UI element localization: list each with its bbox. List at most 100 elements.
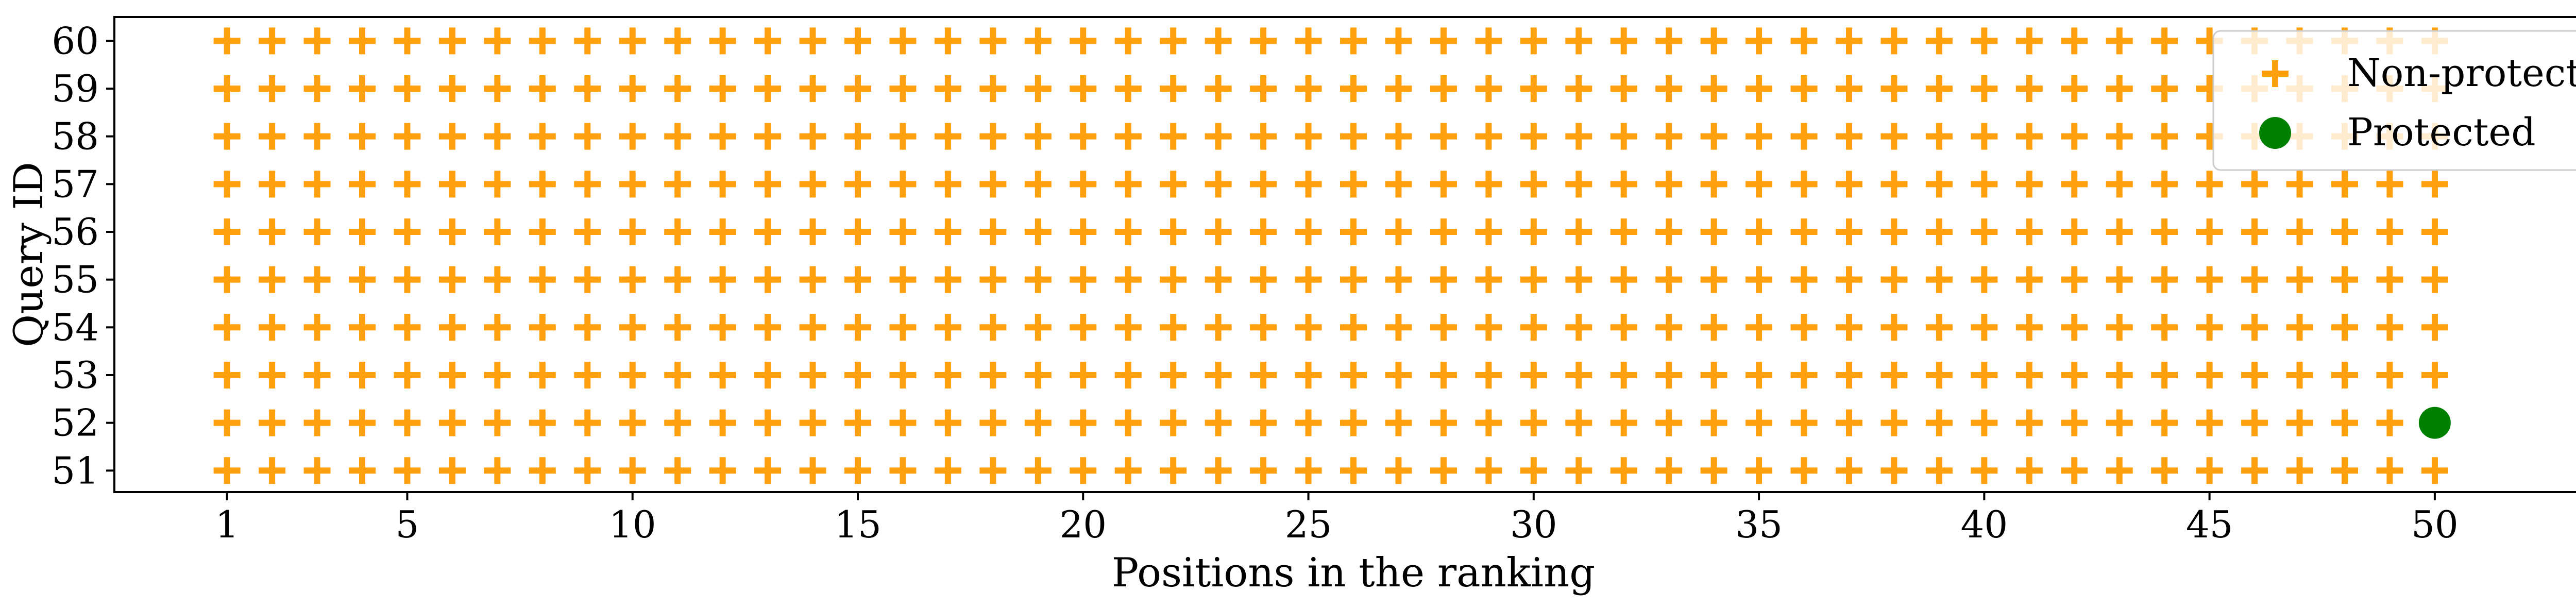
non-protected-point	[259, 218, 286, 245]
non-protected-point	[754, 457, 782, 484]
non-protected-point	[1925, 409, 1953, 436]
non-protected-point	[349, 361, 376, 389]
y-tick-label: 59	[52, 67, 99, 110]
non-protected-point	[979, 314, 1007, 341]
non-protected-point	[1700, 75, 1727, 102]
non-protected-point	[2061, 266, 2088, 293]
non-protected-point	[1205, 27, 1232, 55]
non-protected-point	[2015, 171, 2043, 198]
non-protected-point	[844, 361, 871, 389]
non-protected-point	[1700, 123, 1727, 150]
non-protected-point	[2331, 457, 2358, 484]
non-protected-point	[619, 457, 646, 484]
non-protected-point	[2376, 171, 2403, 198]
non-protected-point	[1925, 361, 1953, 389]
non-protected-point	[2286, 314, 2313, 341]
non-protected-point	[844, 75, 871, 102]
non-protected-point	[394, 409, 421, 436]
non-protected-point	[2015, 361, 2043, 389]
non-protected-point	[1745, 218, 1773, 245]
non-protected-point	[574, 218, 601, 245]
non-protected-point	[1790, 314, 1818, 341]
non-protected-point	[1790, 266, 1818, 293]
non-protected-point	[1700, 218, 1727, 245]
non-protected-point	[1971, 27, 1998, 55]
non-protected-point	[1700, 27, 1727, 55]
non-protected-point	[2151, 457, 2178, 484]
non-protected-point	[1430, 171, 1457, 198]
non-protected-point	[1385, 218, 1412, 245]
non-protected-point	[1925, 27, 1953, 55]
non-protected-point	[1024, 266, 1052, 293]
non-protected-point	[2106, 123, 2133, 150]
non-protected-point	[1610, 171, 1637, 198]
non-protected-point	[1250, 218, 1277, 245]
non-protected-point	[619, 123, 646, 150]
non-protected-point	[1745, 266, 1773, 293]
non-protected-point	[1610, 314, 1637, 341]
non-protected-point	[1700, 266, 1727, 293]
non-protected-point	[844, 27, 871, 55]
non-protected-point	[934, 123, 961, 150]
non-protected-point	[1655, 218, 1683, 245]
non-protected-point	[484, 75, 511, 102]
non-protected-point	[934, 218, 961, 245]
non-protected-point	[1070, 361, 1097, 389]
non-protected-point	[529, 361, 556, 389]
non-protected-point	[2196, 409, 2223, 436]
non-protected-point	[2331, 218, 2358, 245]
non-protected-point	[1700, 361, 1727, 389]
non-protected-point	[1430, 457, 1457, 484]
non-protected-point	[259, 27, 286, 55]
non-protected-point	[1520, 457, 1547, 484]
non-protected-point	[2421, 171, 2448, 198]
non-protected-point	[1610, 266, 1637, 293]
non-protected-point	[1565, 409, 1592, 436]
non-protected-point	[754, 218, 782, 245]
non-protected-point	[1250, 409, 1277, 436]
non-protected-point	[709, 27, 736, 55]
non-protected-point	[1475, 314, 1502, 341]
non-protected-point	[1880, 266, 1908, 293]
non-protected-point	[1430, 27, 1457, 55]
non-protected-point	[664, 409, 691, 436]
non-protected-point	[2151, 266, 2178, 293]
non-protected-point	[394, 266, 421, 293]
non-protected-point	[979, 266, 1007, 293]
non-protected-point	[438, 266, 466, 293]
non-protected-point	[1205, 75, 1232, 102]
non-protected-point	[1250, 75, 1277, 102]
non-protected-point	[529, 218, 556, 245]
non-protected-point	[1700, 409, 1727, 436]
non-protected-point	[1250, 171, 1277, 198]
non-protected-point	[709, 314, 736, 341]
non-protected-point	[1700, 314, 1727, 341]
non-protected-point	[2241, 457, 2268, 484]
non-protected-point	[1295, 27, 1322, 55]
non-protected-point	[349, 27, 376, 55]
non-protected-point	[2286, 409, 2313, 436]
non-protected-point	[1565, 266, 1592, 293]
non-protected-point	[619, 218, 646, 245]
non-protected-point	[754, 314, 782, 341]
non-protected-point	[259, 457, 286, 484]
non-protected-point	[2061, 123, 2088, 150]
non-protected-point	[2241, 314, 2268, 341]
non-protected-point	[1971, 266, 1998, 293]
non-protected-point	[2015, 218, 2043, 245]
non-protected-point	[1160, 75, 1187, 102]
x-tick-label: 45	[2186, 503, 2233, 546]
x-tick-label: 10	[609, 503, 656, 546]
non-protected-point	[1070, 218, 1097, 245]
non-protected-point	[1160, 361, 1187, 389]
non-protected-point	[664, 314, 691, 341]
non-protected-point	[1655, 266, 1683, 293]
non-protected-point	[619, 314, 646, 341]
non-protected-point	[979, 27, 1007, 55]
non-protected-point	[2151, 27, 2178, 55]
non-protected-point	[1880, 361, 1908, 389]
non-protected-point	[889, 361, 917, 389]
non-protected-point	[1925, 218, 1953, 245]
non-protected-point	[1295, 457, 1322, 484]
